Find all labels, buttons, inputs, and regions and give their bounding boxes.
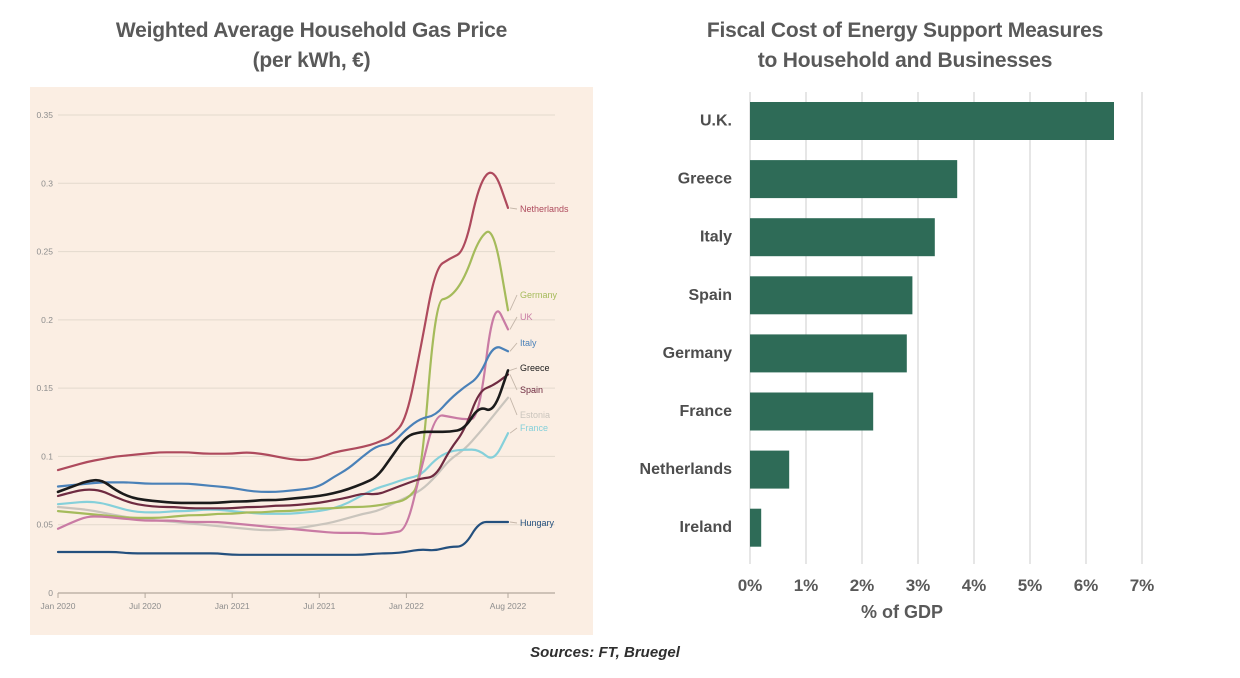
gas-price-chart-panel: 0 0.05 0.1 0.15 0.2 0.25 0.3 0.35 Jan 2020 Jul 20… bbox=[30, 87, 593, 635]
gas-price-chart-title-line1: Weighted Average Household Gas Price bbox=[115, 19, 508, 42]
series-label-uk: UK bbox=[520, 312, 533, 322]
bar-germany bbox=[750, 334, 907, 373]
series-label-spain: Spain bbox=[520, 385, 543, 395]
bar-x-tick-label: 6% bbox=[1074, 576, 1099, 595]
gas-price-chart-title: Weighted Average Household Gas Price (pe… bbox=[30, 16, 593, 76]
legend-leader-italy bbox=[509, 342, 518, 352]
bar-italy bbox=[750, 218, 935, 257]
bar-category-label-greece: Greece bbox=[678, 171, 732, 188]
sources-note: Sources: FT, Bruegel bbox=[530, 644, 680, 661]
legend-leader-spain bbox=[509, 374, 518, 391]
bar-category-label-spain: Spain bbox=[688, 287, 732, 304]
line-hungary bbox=[56, 520, 510, 556]
x-axis-tick-label: Jan 2020 bbox=[41, 601, 76, 611]
series-label-netherlands: Netherlands bbox=[520, 204, 569, 214]
bar-ireland bbox=[750, 508, 762, 547]
x-axis-tick-label: Jul 2020 bbox=[129, 601, 161, 611]
legend-leader-hungary bbox=[509, 521, 518, 524]
series-label-italy: Italy bbox=[520, 338, 537, 348]
bar-x-tick-label: 4% bbox=[962, 576, 987, 595]
gas-price-line-chart: 0 0.05 0.1 0.15 0.2 0.25 0.3 0.35 Jan 2020 Jul 20… bbox=[36, 110, 569, 611]
legend-leader-estonia bbox=[509, 397, 518, 416]
y-axis-tick-label: 0.3 bbox=[41, 178, 53, 188]
x-axis-tick-label: Aug 2022 bbox=[490, 601, 527, 611]
bar-u-k bbox=[750, 102, 1114, 140]
y-axis-tick-label: 0.2 bbox=[41, 315, 53, 325]
fiscal-cost-chart-title-line1: Fiscal Cost of Energy Support Measures bbox=[706, 19, 1104, 42]
legend-leader-germany bbox=[509, 294, 518, 311]
bar-x-tick-label: 5% bbox=[1018, 576, 1043, 595]
bar-netherlands bbox=[750, 450, 790, 489]
bar-greece bbox=[750, 160, 958, 199]
y-axis-tick-label: 0 bbox=[48, 588, 53, 598]
fiscal-cost-bar-chart: 0% 1% 2% 3% 4% 5% 6% 7% U.K. Greece Italy Spain Germ… bbox=[640, 92, 1155, 622]
series-label-hungary: Hungary bbox=[520, 518, 555, 528]
line-spain bbox=[56, 373, 510, 510]
fiscal-cost-chart-title: Fiscal Cost of Energy Support Measures t… bbox=[655, 16, 1155, 76]
bar-x-tick-label: 3% bbox=[906, 576, 931, 595]
bar-x-tick-label: 0% bbox=[738, 576, 763, 595]
bar-x-tick-label: 7% bbox=[1130, 576, 1155, 595]
bar-category-label-netherlands: Netherlands bbox=[640, 461, 733, 478]
line-italy bbox=[56, 346, 510, 493]
series-label-germany: Germany bbox=[520, 290, 558, 300]
y-axis-tick-label: 0.25 bbox=[36, 247, 53, 257]
bar-category-label-france: France bbox=[680, 403, 733, 420]
bar-x-axis-title: % of GDP bbox=[861, 602, 943, 622]
legend-leader-uk bbox=[509, 316, 518, 330]
bar-x-tick-label: 2% bbox=[850, 576, 875, 595]
y-axis-tick-label: 0.05 bbox=[36, 520, 53, 530]
y-axis-tick-label: 0.15 bbox=[36, 383, 53, 393]
legend-leader-france bbox=[509, 427, 518, 434]
legend-leader-greece bbox=[509, 367, 518, 371]
bar-x-tick-label: 1% bbox=[794, 576, 819, 595]
bar-category-label-ireland: Ireland bbox=[680, 519, 732, 536]
series-label-estonia: Estonia bbox=[520, 410, 550, 420]
legend-leader-netherlands bbox=[509, 207, 518, 210]
line-netherlands bbox=[56, 171, 510, 472]
series-label-france: France bbox=[520, 423, 548, 433]
line-greece bbox=[56, 369, 510, 505]
bar-category-label-italy: Italy bbox=[700, 229, 732, 246]
series-label-greece: Greece bbox=[520, 363, 550, 373]
bar-spain bbox=[750, 276, 913, 315]
x-axis-tick-label: Jan 2021 bbox=[215, 601, 250, 611]
bar-category-label-germany: Germany bbox=[663, 345, 732, 362]
line-germany bbox=[56, 230, 510, 519]
x-axis-tick-label: Jan 2022 bbox=[389, 601, 424, 611]
x-axis-tick-label: Jul 2021 bbox=[303, 601, 335, 611]
bar-france bbox=[750, 392, 874, 431]
gas-price-chart-title-line2: (per kWh, €) bbox=[252, 48, 371, 72]
y-axis-tick-label: 0.1 bbox=[41, 451, 53, 461]
fiscal-cost-chart-title-line2: to Household and Businesses bbox=[757, 48, 1053, 72]
line-france bbox=[56, 432, 510, 515]
bar-category-label-u-k: U.K. bbox=[700, 113, 732, 130]
y-axis-tick-label: 0.35 bbox=[36, 110, 53, 120]
